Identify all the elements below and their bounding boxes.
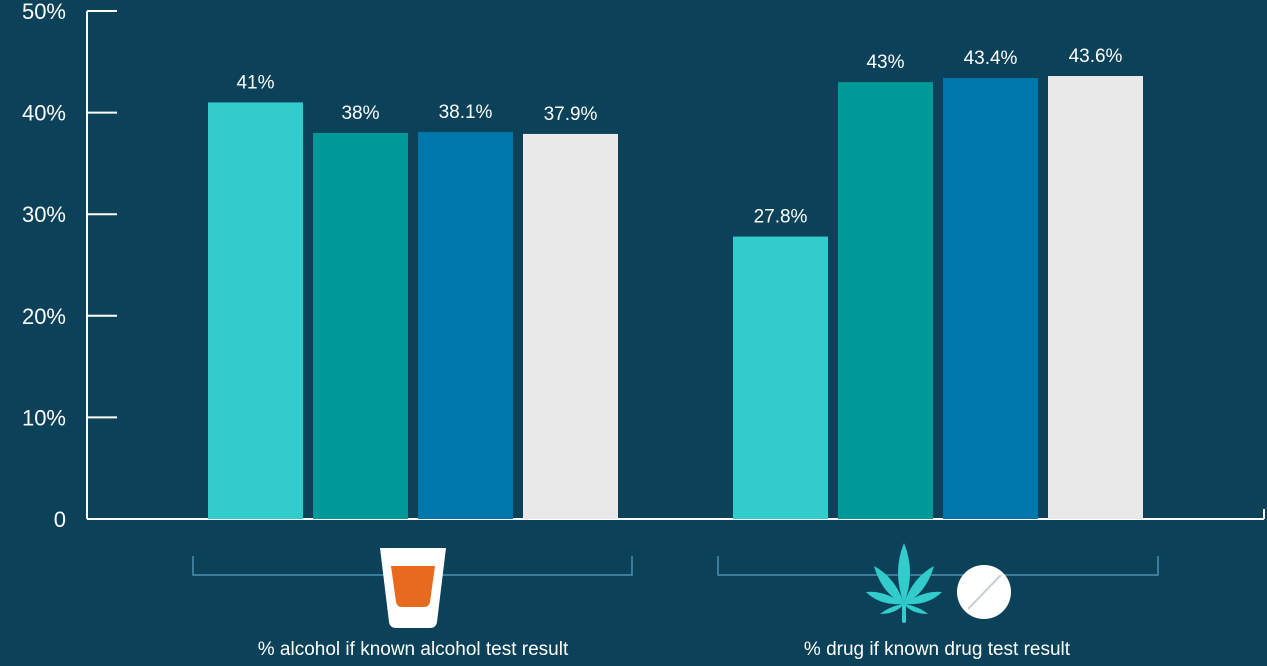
bar bbox=[208, 102, 303, 519]
y-tick-label: 10% bbox=[22, 405, 66, 430]
y-tick-label: 20% bbox=[22, 304, 66, 329]
bar-value-label: 38% bbox=[341, 103, 379, 124]
bar-value-label: 27.8% bbox=[754, 207, 808, 228]
group-bracket-drug bbox=[717, 556, 1159, 576]
bar bbox=[733, 236, 828, 519]
bar bbox=[418, 131, 513, 520]
bar-value-label: 41% bbox=[236, 72, 274, 93]
y-tick-label: 0 bbox=[54, 507, 66, 532]
y-tick-label: 30% bbox=[22, 202, 66, 227]
bars bbox=[208, 76, 1143, 520]
category-label: % drug if known drug test result bbox=[804, 639, 1071, 660]
group-labels: % alcohol if known alcohol test result % … bbox=[258, 639, 1071, 660]
y-tick-label: 50% bbox=[22, 0, 66, 24]
y-axis: 0 10% 20% 30% 40% 50% bbox=[22, 0, 117, 532]
bar-labels: 41% 38% 38.1% 37.9% 27.8% 43% 43.4% 43.6% bbox=[236, 46, 1122, 228]
pill-icon bbox=[957, 565, 1011, 619]
bar-value-label: 43.4% bbox=[964, 48, 1018, 69]
category-label: % alcohol if known alcohol test result bbox=[258, 639, 569, 660]
bar bbox=[1048, 76, 1143, 520]
cannabis-leaf-icon bbox=[866, 543, 942, 623]
bar-value-label: 38.1% bbox=[439, 102, 493, 123]
bar-value-label: 43.6% bbox=[1069, 46, 1123, 67]
bar-value-label: 43% bbox=[866, 52, 904, 73]
shot-glass-icon bbox=[380, 548, 446, 628]
bar bbox=[943, 78, 1038, 519]
bar bbox=[838, 82, 933, 520]
y-tick-label: 40% bbox=[22, 101, 66, 126]
bar bbox=[523, 133, 618, 519]
bar-value-label: 37.9% bbox=[544, 104, 598, 125]
bar bbox=[313, 132, 408, 520]
